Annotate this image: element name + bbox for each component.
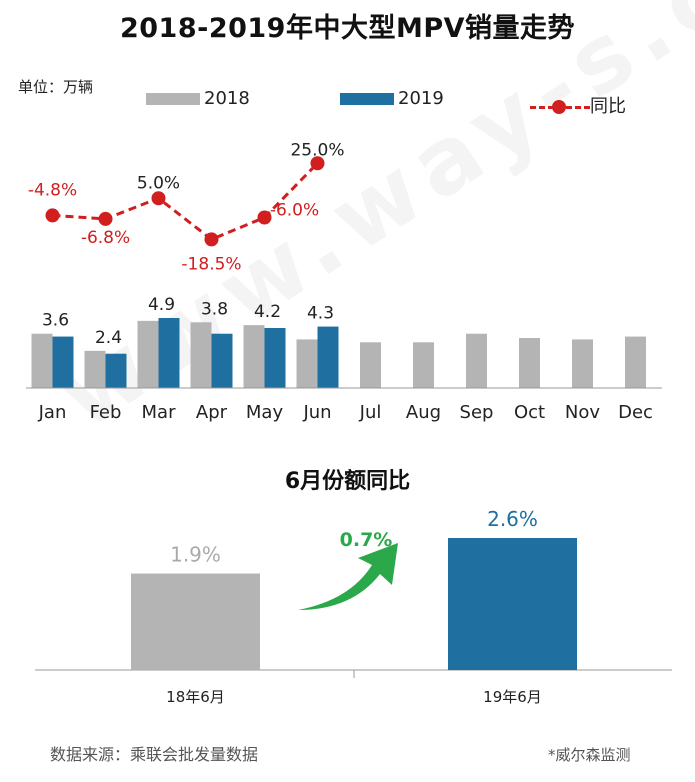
share-change-label: 0.7%	[340, 529, 393, 551]
x-tick-label: Sep	[460, 402, 494, 423]
bar-2018-may	[243, 325, 265, 388]
bar-2018-dec	[625, 336, 646, 388]
data-label-2019-jun: 4.3	[307, 304, 334, 324]
x-tick-label: Feb	[90, 402, 122, 423]
data-label-2019-feb: 2.4	[95, 328, 122, 348]
data-label-2019-jan: 3.6	[42, 311, 69, 331]
x-tick-label: Jan	[38, 402, 67, 423]
share-value-label: 2.6%	[487, 507, 538, 531]
bar-2018-jan	[31, 333, 53, 388]
yoy-point-feb	[98, 211, 113, 226]
share-x-tick-label: 18年6月	[166, 688, 225, 706]
share-bar-2018	[131, 573, 260, 670]
data-label-2019-apr: 3.8	[201, 299, 228, 319]
yoy-label-mar: 5.0%	[137, 173, 180, 193]
yoy-label-feb: -6.8%	[81, 228, 130, 248]
legend-label-2018: 2018	[204, 88, 250, 109]
bar-2019-mar	[158, 318, 180, 388]
x-tick-label: May	[246, 402, 284, 423]
data-label-2019-may: 4.2	[254, 302, 281, 322]
share-value-label: 1.9%	[170, 543, 221, 567]
yoy-label-jun: 25.0%	[290, 140, 344, 160]
chart-title: 2018-2019年中大型MPV销量走势	[119, 13, 576, 44]
bar-2019-jun	[317, 326, 339, 388]
yoy-point-jun	[310, 156, 325, 171]
legend-label-2019: 2019	[398, 88, 444, 109]
data-source-note: 数据来源：乘联会批发量数据	[50, 745, 259, 764]
bar-2019-apr	[211, 333, 233, 388]
x-tick-label: Jul	[359, 402, 382, 423]
x-tick-label: Dec	[618, 402, 653, 423]
credit-note: *威尔森监测	[548, 746, 631, 764]
x-tick-label: Nov	[565, 402, 600, 423]
legend-label-ratio: 同比	[590, 96, 626, 117]
yoy-label-apr: -18.5%	[181, 254, 241, 274]
bar-2018-jul	[360, 342, 381, 388]
legend-swatch-2018	[146, 93, 200, 105]
bar-2019-feb	[105, 353, 127, 388]
bar-2018-jun	[296, 339, 318, 388]
bar-2018-feb	[84, 350, 106, 388]
bar-2018-mar	[137, 320, 159, 388]
legend-swatch-2019	[340, 93, 394, 105]
x-tick-label: Jun	[302, 402, 331, 423]
x-tick-label: Apr	[196, 402, 228, 423]
x-tick-label: Aug	[406, 402, 441, 423]
bar-2019-may	[264, 328, 286, 388]
legend-ratio: 同比	[530, 92, 626, 118]
x-tick-label: Mar	[142, 402, 177, 423]
legend-ratio-marker	[530, 99, 590, 115]
legend-2018: 2018	[146, 88, 250, 109]
share-chart-title: 6月份额同比	[284, 469, 411, 494]
yoy-label-jan: -4.8%	[28, 180, 77, 200]
bar-2019-jan	[52, 336, 74, 388]
bar-2018-oct	[519, 338, 540, 388]
share-bar-2019	[448, 538, 577, 670]
legend-2019: 2019	[340, 88, 444, 109]
yoy-point-mar	[151, 191, 166, 206]
growth-arrow-icon	[298, 543, 398, 610]
share-x-tick-label: 19年6月	[483, 688, 542, 706]
yoy-point-apr	[204, 232, 219, 247]
yoy-label-may: -6.0%	[270, 201, 319, 221]
unit-label: 单位：万辆	[18, 78, 94, 96]
data-label-2019-mar: 4.9	[148, 295, 175, 315]
bar-2018-sep	[466, 333, 487, 388]
bar-2018-apr	[190, 322, 212, 388]
chart-canvas: 3.6 Jan 2.4 Feb 4.9 Mar 3.8 Apr 4.2 May 4.3 Jun Jul A…	[26, 140, 672, 706]
yoy-point-may	[257, 210, 272, 225]
bar-2018-nov	[572, 339, 593, 388]
x-tick-label: Oct	[514, 402, 545, 423]
bar-2018-aug	[413, 342, 434, 388]
yoy-line	[52, 162, 319, 242]
yoy-point-jan	[45, 208, 60, 223]
